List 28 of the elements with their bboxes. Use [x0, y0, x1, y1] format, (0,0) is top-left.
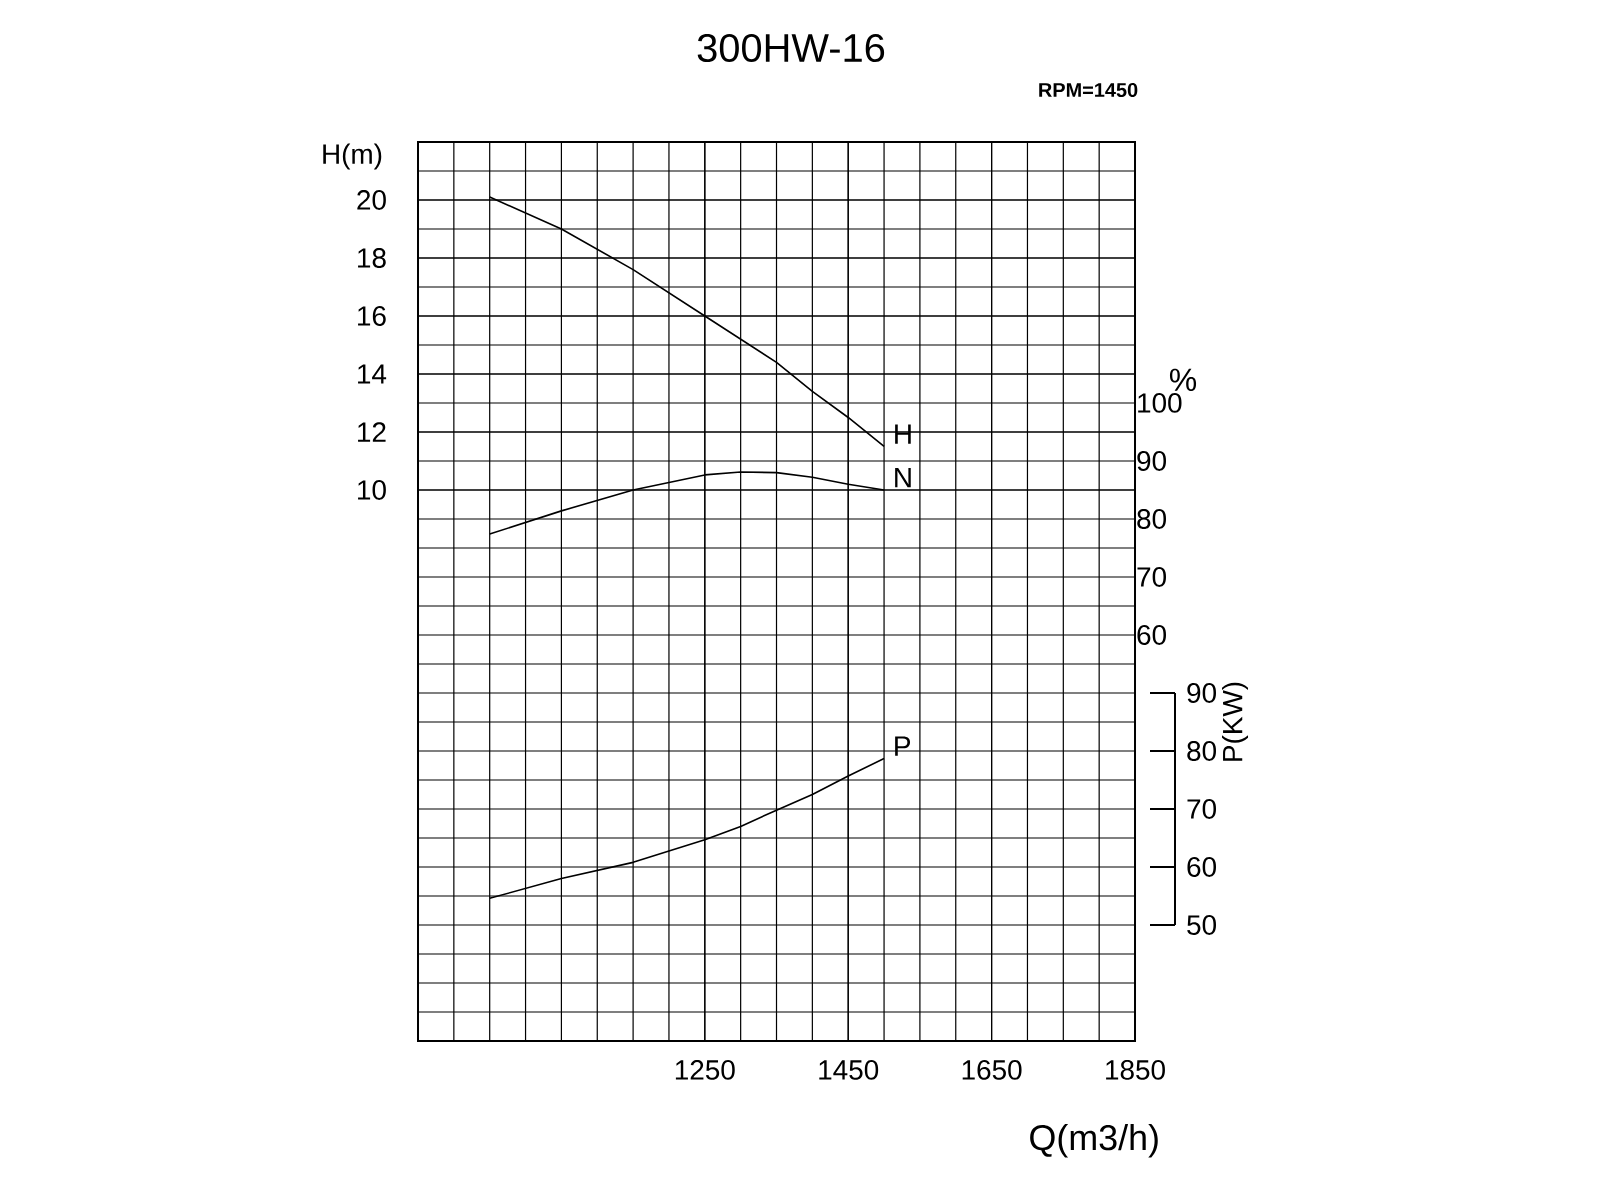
y2-axis-title: % [1169, 368, 1197, 391]
chart-title: 300HW-16 [697, 33, 885, 63]
y3-axis-title: P(KW) [1222, 682, 1249, 761]
y3-tick-label: 90 [1187, 683, 1216, 703]
chart-subtitle: RPM=1450 [1039, 82, 1138, 98]
series-label: N [895, 468, 911, 488]
x-tick-label: 1250 [675, 1060, 735, 1080]
y-tick-label: 14 [358, 364, 387, 384]
y-tick-label: 12 [358, 422, 386, 442]
y3-tick-label: 80 [1187, 741, 1216, 761]
y3-tick-label: 60 [1187, 857, 1216, 877]
y2-tick-label: 80 [1137, 509, 1166, 529]
y2-tick-label: 60 [1137, 625, 1166, 645]
x-axis-title: Q(m3/h) [1030, 1124, 1158, 1158]
y3-tick-label: 50 [1187, 915, 1216, 935]
y-tick-label: 20 [357, 190, 386, 210]
y-tick-label: 16 [358, 306, 386, 326]
x-tick-label: 1650 [962, 1060, 1022, 1080]
x-tick-label: 1450 [819, 1060, 879, 1080]
y2-tick-label: 100 [1138, 393, 1182, 413]
y-tick-label: 10 [358, 480, 386, 500]
y-tick-label: 18 [358, 248, 386, 268]
y2-tick-label: 90 [1137, 451, 1166, 471]
x-tick-label: 1850 [1106, 1060, 1165, 1080]
y2-tick-label: 70 [1137, 567, 1166, 587]
y-axis-title: H(m) [323, 143, 382, 170]
y3-tick-label: 70 [1187, 799, 1216, 819]
series-label: P [895, 736, 911, 756]
